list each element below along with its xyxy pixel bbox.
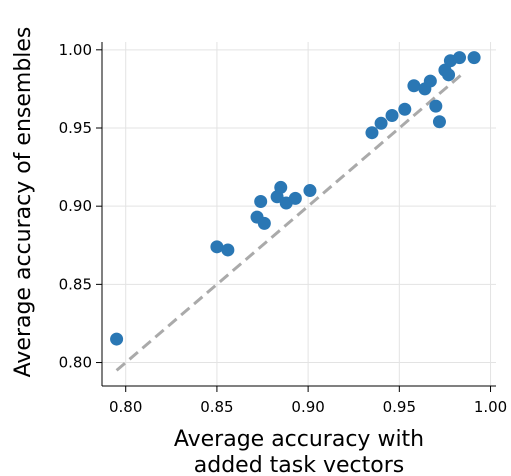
y-tick-label: 0.95	[59, 119, 92, 137]
data-point	[442, 68, 456, 82]
data-point	[288, 191, 302, 205]
x-tick-label: 0.80	[109, 398, 142, 416]
data-point	[257, 216, 271, 230]
ticks: 0.80 0.85 0.90 0.95 1.00 0.80 0.85 0.90 0.95 1.00	[59, 41, 508, 416]
x-axis-title-line-1: Average accuracy with	[174, 427, 424, 452]
y-tick-label: 0.90	[59, 197, 92, 215]
data-point	[398, 102, 412, 116]
data-point	[453, 51, 467, 65]
y-axis-title: Average accuracy of ensembles	[11, 27, 36, 378]
y-tick-label: 1.00	[59, 41, 92, 59]
y-tick-label: 0.80	[59, 354, 92, 372]
x-tick-label: 0.95	[383, 398, 416, 416]
data-point	[374, 116, 388, 130]
data-point	[467, 51, 481, 65]
x-axis-title-line-2: added task vectors	[194, 453, 404, 476]
x-tick-label: 1.00	[474, 398, 507, 416]
grid-lines	[102, 42, 496, 386]
data-point	[385, 108, 399, 122]
data-point	[432, 115, 446, 129]
data-point	[274, 180, 288, 194]
data-point	[423, 74, 437, 88]
data-point	[365, 126, 379, 140]
y-tick-label: 0.85	[59, 275, 92, 293]
x-tick-label: 0.90	[291, 398, 324, 416]
data-point	[210, 240, 224, 254]
data-point	[110, 332, 124, 346]
data-point	[407, 79, 421, 93]
data-points	[110, 51, 481, 346]
reference-line-group	[115, 72, 465, 372]
x-tick-label: 0.85	[200, 398, 233, 416]
axis-titles: Average accuracy with added task vectors…	[11, 27, 424, 476]
data-point	[303, 184, 317, 198]
reference-line	[115, 72, 465, 372]
data-point	[254, 194, 268, 208]
axes	[101, 42, 496, 387]
data-point	[221, 243, 235, 257]
data-point	[429, 99, 443, 113]
